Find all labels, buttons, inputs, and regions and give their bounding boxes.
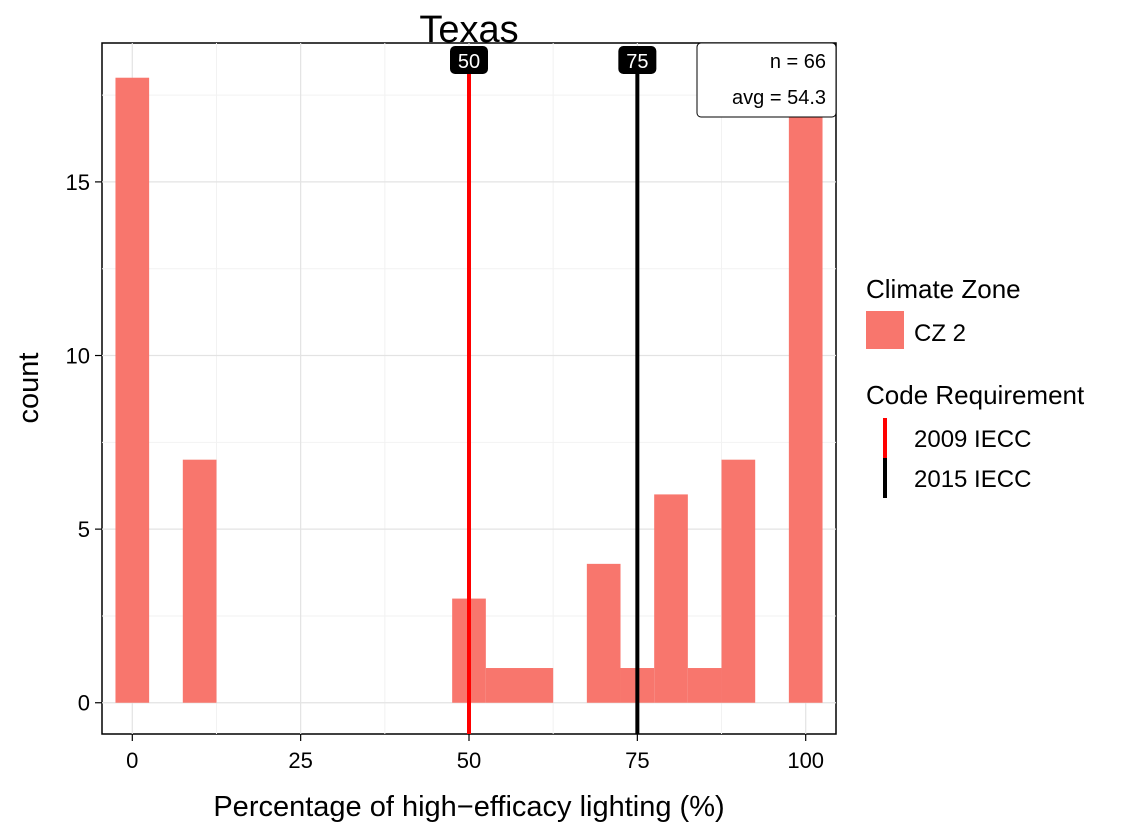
x-tick-label: 0 xyxy=(126,748,138,773)
x-tick-label: 50 xyxy=(457,748,481,773)
axes: 0 25 50 75 100 0 5 10 15 xyxy=(66,170,825,773)
legend-line-title: Code Requirement xyxy=(866,380,1085,410)
histogram-bar xyxy=(788,112,823,703)
histogram-bar xyxy=(115,77,150,703)
legend: Climate Zone CZ 2 Code Requirement 2009 … xyxy=(866,274,1085,498)
stats-n: n = 66 xyxy=(770,51,826,73)
histogram-bar xyxy=(687,668,722,703)
stats-avg: avg = 54.3 xyxy=(732,87,826,109)
reference-label-50: 50 xyxy=(458,51,480,73)
histogram-bars xyxy=(115,77,823,703)
histogram-bar xyxy=(182,459,217,703)
y-axis-title: count xyxy=(13,353,45,424)
histogram-bar xyxy=(586,563,621,703)
x-tick-label: 25 xyxy=(288,748,312,773)
reference-lines: 50 75 xyxy=(450,46,657,734)
x-tick-label: 75 xyxy=(625,748,649,773)
histogram-bar xyxy=(654,494,688,703)
reference-label-box-50 xyxy=(450,46,488,74)
stats-annotation: n = 66 avg = 54.3 xyxy=(696,42,837,118)
reference-label-box-75 xyxy=(618,46,657,74)
chart-title: Texas xyxy=(419,9,518,51)
stats-box xyxy=(696,42,837,118)
legend-fill-title: Climate Zone xyxy=(866,274,1021,304)
legend-line-2009-label: 2009 IECC xyxy=(914,426,1031,453)
x-tick-label: 100 xyxy=(787,748,824,773)
y-tick-label: 15 xyxy=(66,170,90,195)
y-tick-label: 5 xyxy=(78,517,90,542)
legend-fill-label: CZ 2 xyxy=(914,320,966,347)
x-axis-title: Percentage of high−efficacy lighting (%) xyxy=(213,791,724,823)
histogram-bar xyxy=(485,668,520,703)
y-tick-label: 0 xyxy=(78,691,90,716)
histogram-bar xyxy=(721,459,756,703)
histogram-bar xyxy=(519,668,554,703)
y-tick-label: 10 xyxy=(66,344,90,369)
legend-line-2015-label: 2015 IECC xyxy=(914,466,1031,493)
legend-fill-swatch xyxy=(866,311,904,349)
reference-label-75: 75 xyxy=(626,51,648,73)
